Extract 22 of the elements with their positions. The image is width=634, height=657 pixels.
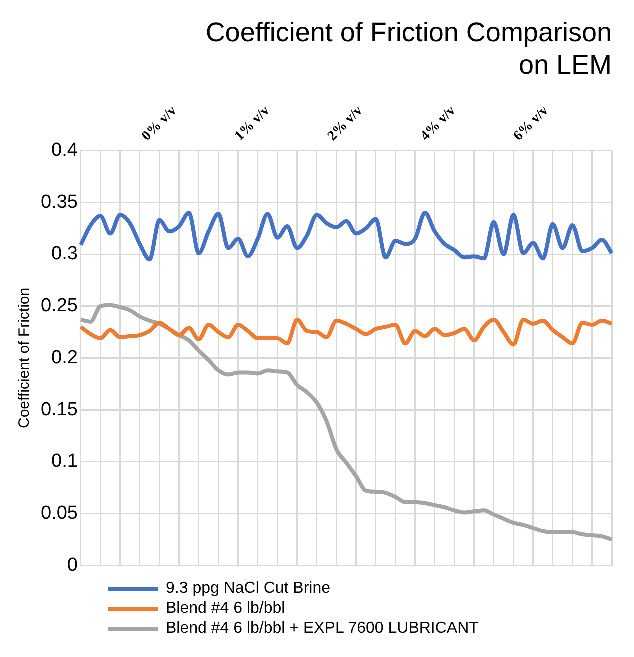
- chart-title: Coefficient of Friction Comparison on LEM: [206, 18, 612, 80]
- y-tick-label: 0: [67, 554, 78, 576]
- text: 1% v/v: [232, 104, 273, 144]
- text: 4% v/v: [418, 104, 459, 144]
- y-tick-label: 0.25: [40, 296, 78, 317]
- y-axis-title: Coefficient of Friction: [16, 288, 34, 429]
- y-tick-label: 0.3: [52, 244, 78, 265]
- text: 2% v/v: [325, 104, 366, 144]
- text: 6% v/v: [511, 104, 552, 144]
- y-tick-label: 0.2: [52, 347, 78, 368]
- legend-label: Blend #4 6 lb/bbl: [166, 600, 286, 618]
- line-series: [78, 211, 614, 262]
- y-tick-label: 0.4: [52, 140, 78, 162]
- legend-label: Blend #4 6 lb/bbl + EXPL 7600 LUBRICANT: [166, 620, 479, 638]
- y-tick-label: 0.1: [52, 451, 78, 472]
- y-tick-label: 0.15: [40, 399, 78, 420]
- line-series: [78, 318, 614, 347]
- y-tick-label: 0.05: [40, 502, 78, 524]
- text: 0% v/v: [139, 104, 180, 144]
- legend-label: 9.3 ppg NaCl Cut Brine: [166, 580, 331, 598]
- y-tick-label: 0.35: [40, 192, 78, 213]
- line-series: [78, 303, 614, 542]
